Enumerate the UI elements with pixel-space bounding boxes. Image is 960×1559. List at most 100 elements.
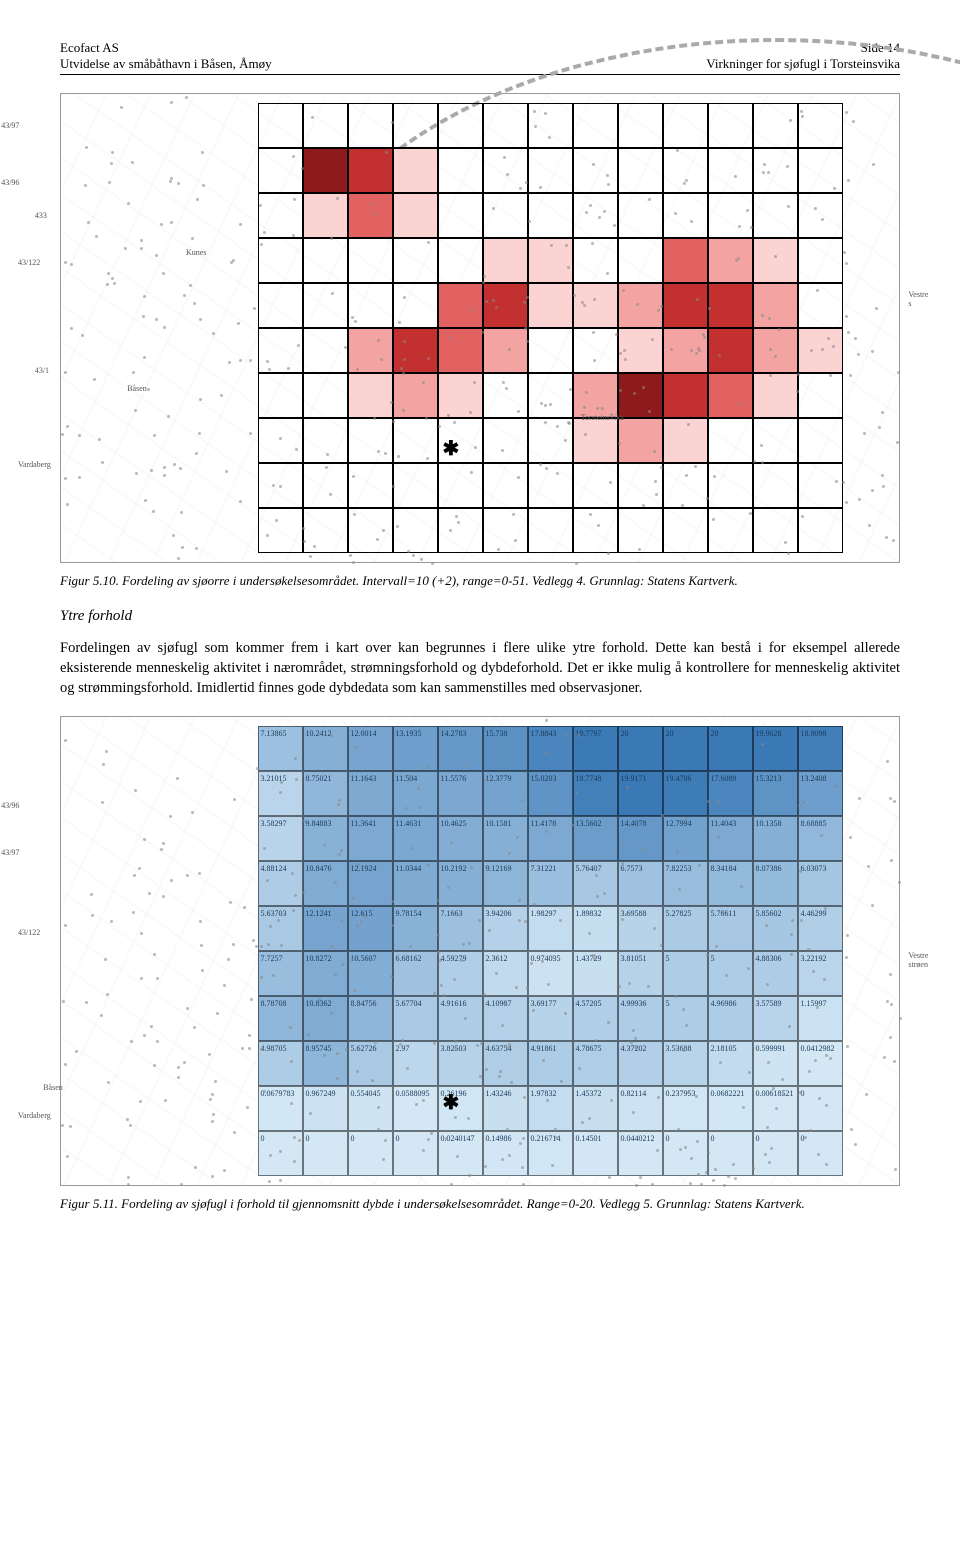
heatmap-cell [483, 508, 528, 553]
depth-cell: 7.7257 [258, 951, 303, 996]
depth-cell: 4.63754 [483, 1041, 528, 1086]
depth-cell: 10.2192 [438, 861, 483, 906]
heatmap-cell [573, 283, 618, 328]
depth-cell: 0.14501 [573, 1131, 618, 1176]
depth-cell: 20 [708, 726, 753, 771]
depth-cell: 0.554045 [348, 1086, 393, 1131]
depth-cell: 1.98297 [528, 906, 573, 951]
figure-5-10: VardabergBåsenTorsteinsvikaVestre sKunes… [60, 93, 900, 563]
depth-cell: 6.03073 [798, 861, 843, 906]
depth-cell: 0.82114 [618, 1086, 663, 1131]
heatmap-cell [438, 193, 483, 238]
depth-cell: 12.1241 [303, 906, 348, 951]
heatmap-cell [708, 373, 753, 418]
heatmap-cell [753, 418, 798, 463]
depth-cell: 8.95745 [303, 1041, 348, 1086]
heatmap-cell [708, 103, 753, 148]
header-project: Utvidelse av småbåthavn i Båsen, Åmøy [60, 56, 272, 72]
depth-cell: 7.1663 [438, 906, 483, 951]
heatmap-cell [393, 148, 438, 193]
depth-cell: 18.7748 [573, 771, 618, 816]
map-label: 43/96 [1, 801, 19, 810]
map-label: 43/1 [35, 366, 49, 375]
heatmap-cell [798, 463, 843, 508]
heatmap-cell [798, 418, 843, 463]
heatmap-cell [393, 193, 438, 238]
heatmap-cell [573, 373, 618, 418]
heatmap-cell [393, 283, 438, 328]
depth-cell: 5.27825 [663, 906, 708, 951]
depth-cell: 1.45372 [573, 1086, 618, 1131]
heatmap-cell [618, 463, 663, 508]
depth-cell: 9.78154 [393, 906, 438, 951]
heatmap-cell [663, 328, 708, 373]
map-label: 43/97 [1, 121, 19, 130]
depth-cell: 9.84883 [303, 816, 348, 861]
heatmap-cell [348, 373, 393, 418]
depth-cell: 0.00618521 [753, 1086, 798, 1131]
heatmap-cell [348, 283, 393, 328]
depth-cell: 8.34184 [708, 861, 753, 906]
heatmap-cell [708, 328, 753, 373]
figure-5-11: 7.1386510.241212.001413.193514.278315.73… [60, 716, 900, 1186]
depth-cell: 8.78708 [258, 996, 303, 1041]
depth-cell: 0 [258, 1131, 303, 1176]
heatmap-cell [798, 148, 843, 193]
heatmap-cell [393, 508, 438, 553]
depth-cell: 10.1581 [483, 816, 528, 861]
heatmap-cell [708, 148, 753, 193]
depth-cell: 0.599991 [753, 1041, 798, 1086]
depth-cell: 3.53688 [663, 1041, 708, 1086]
depth-cell: 0.0588095 [393, 1086, 438, 1131]
depth-cell: 14.4078 [618, 816, 663, 861]
depth-cell: 7.31221 [528, 861, 573, 906]
heatmap-cell [573, 148, 618, 193]
heatmap-cell [798, 373, 843, 418]
depth-cell: 12.7994 [663, 816, 708, 861]
heatmap-cell [258, 283, 303, 328]
heatmap-cell [483, 328, 528, 373]
heatmap-cell [348, 103, 393, 148]
heatmap-cell [708, 463, 753, 508]
heatmap-cell [798, 508, 843, 553]
reference-marker: ✱ [443, 1090, 460, 1115]
depth-cell: 10.4625 [438, 816, 483, 861]
depth-cell: 11.5576 [438, 771, 483, 816]
heatmap-cell [438, 373, 483, 418]
map-label: Båsen [127, 384, 147, 393]
heatmap-cell [303, 373, 348, 418]
depth-cell: 3.69177 [528, 996, 573, 1041]
depth-cell: 0.0412982 [798, 1041, 843, 1086]
depth-cell: 9.12169 [483, 861, 528, 906]
depth-cell: 5.63703 [258, 906, 303, 951]
depth-cell: 11.4178 [528, 816, 573, 861]
heatmap-cell [528, 508, 573, 553]
heatmap-cell [483, 373, 528, 418]
heatmap-cell [393, 463, 438, 508]
heatmap-cell [258, 373, 303, 418]
heatmap-cell [663, 373, 708, 418]
heatmap-cell [528, 148, 573, 193]
heatmap-cell [258, 463, 303, 508]
depth-cell: 11.1643 [348, 771, 393, 816]
heatmap-cell [573, 463, 618, 508]
heatmap-cell [618, 373, 663, 418]
depth-cell: 11.0344 [393, 861, 438, 906]
depth-cell: 20 [663, 726, 708, 771]
depth-cell: 5 [708, 951, 753, 996]
heatmap-cell [618, 328, 663, 373]
depth-cell: 1.15997 [798, 996, 843, 1041]
depth-cell: 7.13865 [258, 726, 303, 771]
depth-cell: 0 [303, 1131, 348, 1176]
heatmap-cell [348, 418, 393, 463]
depth-cell: 10.8272 [303, 951, 348, 996]
depth-grid: 7.1386510.241212.001413.193514.278315.73… [258, 726, 843, 1176]
depth-cell: 0 [798, 1131, 843, 1176]
depth-cell: 3.81051 [618, 951, 663, 996]
heatmap-cell [303, 238, 348, 283]
depth-cell: 13.1935 [393, 726, 438, 771]
heatmap-cell [798, 283, 843, 328]
heatmap-cell [753, 148, 798, 193]
depth-cell: 10.1358 [753, 816, 798, 861]
heatmap-cell [438, 328, 483, 373]
